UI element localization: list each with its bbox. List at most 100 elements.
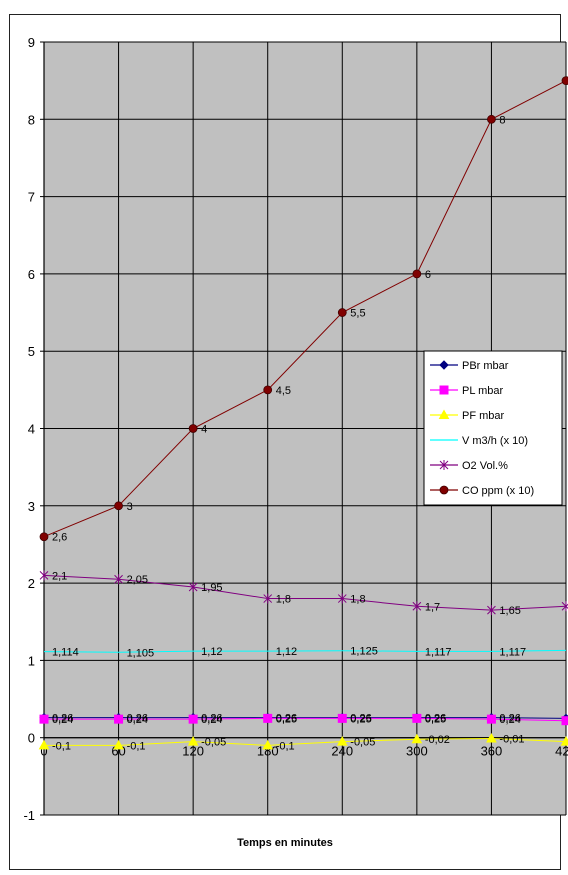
data-label: 1,125 (350, 646, 378, 658)
data-label: 2,05 (127, 574, 148, 586)
series-line (44, 717, 567, 719)
data-label: 4,5 (276, 385, 291, 397)
data-label: 0,26 (276, 713, 297, 725)
data-point (114, 501, 123, 511)
data-point (263, 713, 273, 723)
data-label: 0,24 (201, 714, 222, 726)
data-label: 1,12 (201, 646, 222, 658)
y-tick-label: 4 (28, 422, 35, 437)
data-label: 4 (201, 424, 207, 436)
data-point (560, 736, 568, 746)
legend-box (423, 350, 563, 506)
data-point (263, 593, 273, 604)
data-label: 1,114 (52, 647, 79, 659)
x-axis-title: Temps en minutes (237, 837, 333, 849)
data-point (38, 739, 50, 750)
data-point (113, 739, 124, 750)
data-label: 0,25 (276, 713, 297, 725)
y-tick-label: 7 (28, 190, 35, 205)
x-tick-label: 240 (331, 744, 353, 759)
data-label: 0,25 (350, 713, 371, 725)
data-point (487, 605, 496, 616)
data-label: -0,01 (499, 733, 524, 745)
data-point (336, 736, 348, 746)
data-point (337, 593, 347, 604)
data-point (188, 581, 198, 592)
data-point (487, 114, 496, 124)
series-line (44, 717, 567, 722)
y-tick-label: 3 (28, 499, 35, 514)
data-point (486, 732, 497, 743)
y-tick-label: 1 (28, 653, 35, 668)
data-label: 0,26 (350, 713, 371, 725)
data-label: 0,24 (127, 714, 148, 726)
data-point (114, 714, 124, 724)
y-tick-label: 8 (28, 112, 35, 127)
y-tick-label: -1 (23, 808, 35, 823)
data-point (337, 713, 347, 723)
data-label: 0,24 (499, 714, 520, 726)
data-point (39, 714, 49, 724)
data-point (561, 76, 568, 86)
data-point (412, 713, 422, 723)
legend-marker (439, 460, 449, 470)
legend-label: O2 Vol.% (462, 460, 508, 472)
legend-label: PL mbar (462, 385, 504, 397)
data-label: 1,117 (499, 646, 526, 658)
x-tick-label: 420 (555, 744, 568, 759)
x-tick-label: 0 (40, 744, 47, 759)
data-label: 0,26 (425, 713, 446, 725)
data-point (561, 601, 568, 612)
data-label: 1,12 (276, 646, 297, 658)
series-line (43, 649, 567, 653)
data-point (412, 269, 422, 279)
data-label: -0,1 (52, 740, 71, 752)
data-point (262, 739, 274, 750)
data-label: 3 (127, 501, 133, 513)
legend-marker (439, 385, 449, 395)
data-point (39, 532, 49, 542)
data-label: 1,7 (425, 601, 440, 613)
data-label: -0,05 (201, 737, 226, 749)
data-point (114, 574, 123, 585)
legend-label: PBr mbar (462, 360, 509, 372)
data-label: 5,5 (350, 308, 365, 320)
data-point (412, 601, 422, 612)
y-tick-label: 2 (28, 576, 35, 591)
data-label: 0,25 (425, 713, 446, 725)
data-point (337, 308, 347, 317)
data-point (187, 736, 199, 746)
data-label: 1,95 (201, 582, 222, 594)
data-point (39, 570, 49, 581)
data-point (188, 424, 198, 433)
data-label: 2,6 (52, 532, 67, 544)
data-label: 1,105 (127, 647, 155, 659)
y-tick-label: 5 (28, 344, 35, 359)
data-label: 2,1 (52, 570, 67, 582)
data-point (263, 385, 273, 395)
y-tick-label: 6 (28, 267, 35, 282)
x-tick-label: 360 (481, 744, 503, 759)
data-label: 6 (425, 269, 431, 281)
data-label: 0,26 (52, 713, 73, 725)
x-tick-label: 120 (182, 744, 204, 759)
data-label: -0,1 (127, 740, 146, 752)
data-label: 8 (499, 114, 505, 126)
legend-label: CO ppm (x 10) (462, 485, 534, 497)
data-point (561, 716, 568, 726)
x-tick-label: 300 (406, 744, 428, 759)
data-label: -0,05 (350, 737, 375, 749)
legend-marker (438, 409, 450, 419)
series-line (43, 80, 567, 538)
data-point (188, 714, 198, 724)
data-label: -0,1 (276, 740, 295, 752)
data-label: 1,117 (425, 646, 452, 658)
data-point (486, 714, 496, 724)
legend-marker (439, 360, 449, 370)
data-label: 0,26 (201, 713, 222, 725)
y-tick-label: 9 (28, 35, 35, 50)
y-tick-label: 0 (28, 731, 35, 746)
data-label: 0,24 (52, 714, 73, 726)
data-label: 0,26 (499, 713, 520, 725)
